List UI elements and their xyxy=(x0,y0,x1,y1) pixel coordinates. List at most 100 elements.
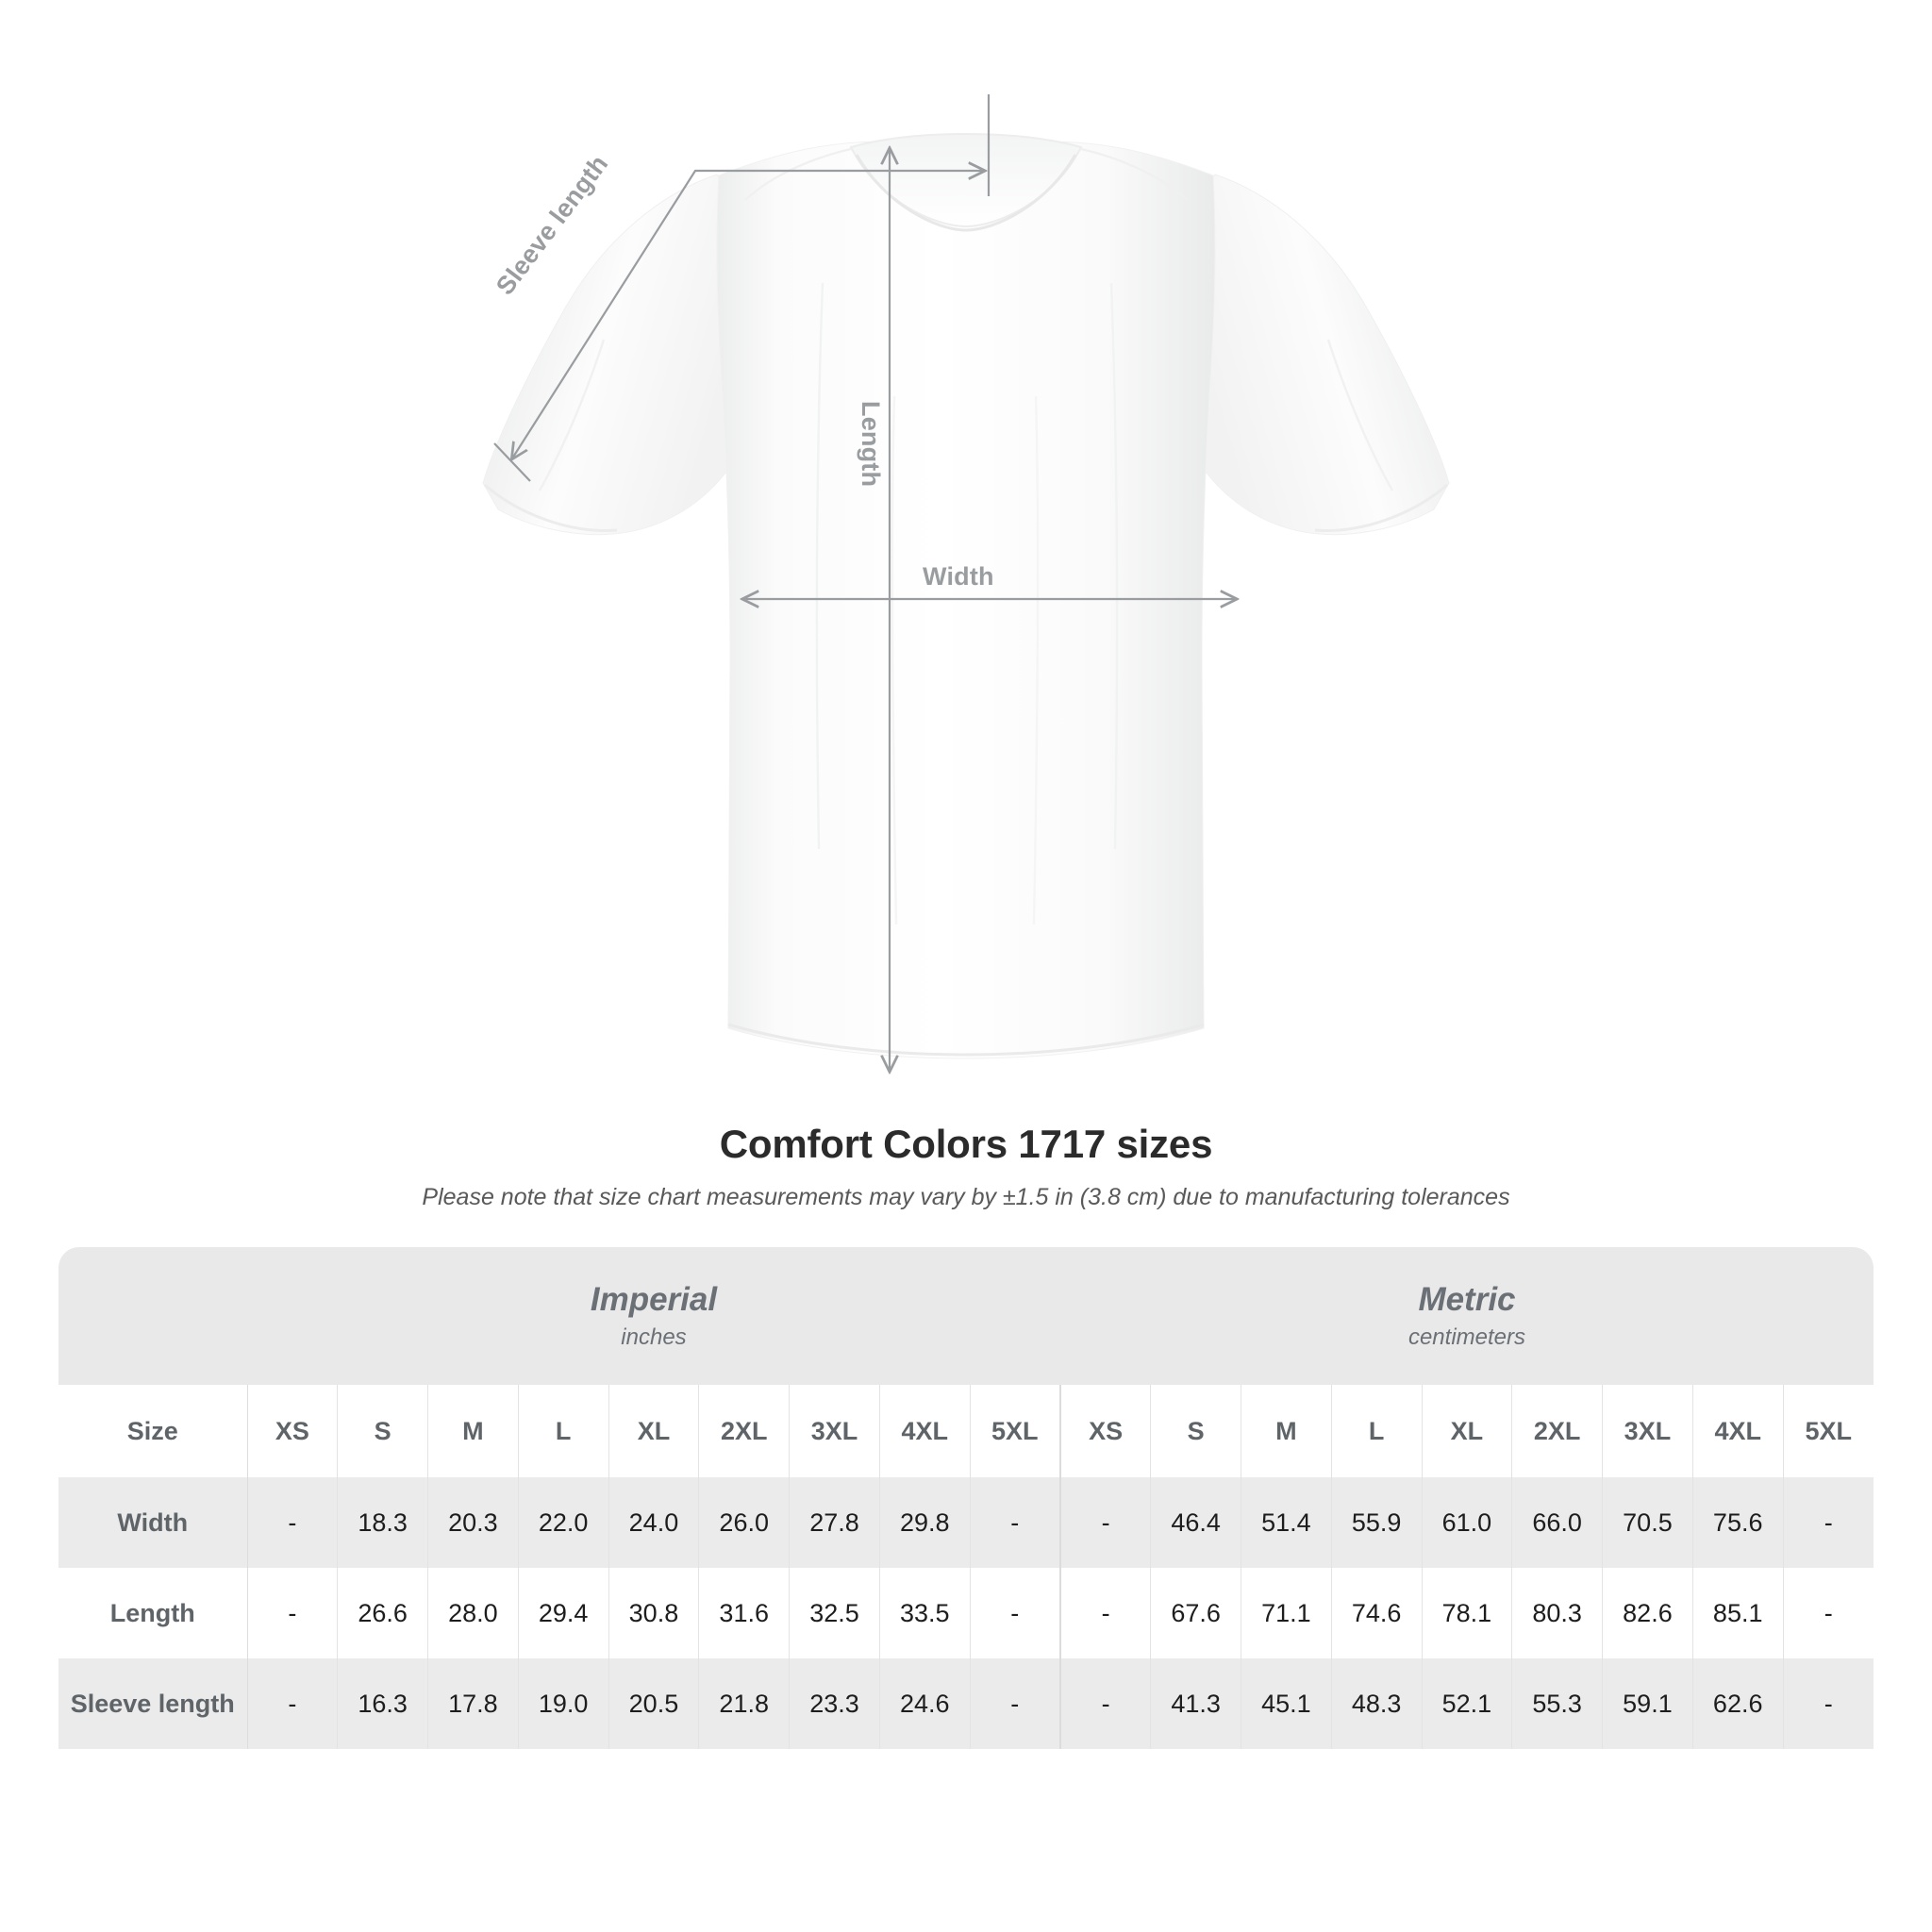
measurement-cell: 70.5 xyxy=(1602,1477,1693,1569)
size-column-header: 2XL xyxy=(698,1385,791,1478)
measurement-cell: 80.3 xyxy=(1511,1568,1604,1659)
measurement-cell: 55.9 xyxy=(1331,1477,1423,1569)
measurement-row-label: Length xyxy=(58,1568,248,1659)
size-column-header: XS xyxy=(247,1385,339,1478)
unit-banner-spacer xyxy=(58,1247,247,1386)
measurement-cell: 19.0 xyxy=(518,1658,609,1750)
size-column-header: 3XL xyxy=(1602,1385,1693,1478)
size-column-header: L xyxy=(1331,1385,1423,1478)
measurement-cell: - xyxy=(247,1658,339,1750)
measurement-cell: 52.1 xyxy=(1422,1658,1513,1750)
page-title: Comfort Colors 1717 sizes xyxy=(719,1122,1213,1166)
measurement-cell: 59.1 xyxy=(1602,1658,1693,1750)
measurement-cell: 26.6 xyxy=(337,1568,429,1659)
measurement-cell: - xyxy=(1059,1658,1152,1750)
measurement-cell: 33.5 xyxy=(879,1568,971,1659)
measurement-cell: 67.6 xyxy=(1150,1568,1241,1659)
measurement-cell: - xyxy=(1059,1477,1152,1569)
measurement-cell: 82.6 xyxy=(1602,1568,1693,1659)
size-column-header: 5XL xyxy=(970,1385,1061,1478)
unit-group-imperial: Imperial inches xyxy=(247,1247,1060,1386)
measurement-cell: - xyxy=(970,1568,1061,1659)
measurement-cell: 18.3 xyxy=(337,1477,429,1569)
measurement-cell: 28.0 xyxy=(427,1568,519,1659)
unit-group-subtitle: inches xyxy=(621,1324,687,1351)
size-column-header: 4XL xyxy=(1692,1385,1784,1478)
measurement-cell: 22.0 xyxy=(518,1477,609,1569)
measurement-cell: 75.6 xyxy=(1692,1477,1784,1569)
measurement-cell: 27.8 xyxy=(789,1477,880,1569)
measurement-cell: 71.1 xyxy=(1241,1568,1332,1659)
unit-group-subtitle: centimeters xyxy=(1407,1324,1525,1351)
sleeve-length-arrow xyxy=(512,171,984,458)
tshirt-illustration xyxy=(482,94,1450,1118)
chart-heading-block: Comfort Colors 1717 sizes Please note th… xyxy=(0,1122,1932,1211)
size-column-header: 2XL xyxy=(1511,1385,1604,1478)
unit-group-metric: Metric centimeters xyxy=(1059,1247,1874,1386)
measurement-cell: 20.5 xyxy=(608,1658,700,1750)
measurement-cell: 20.3 xyxy=(427,1477,519,1569)
length-label: Length xyxy=(857,401,885,488)
measurement-cell: 24.6 xyxy=(879,1658,971,1750)
measurement-cell: 55.3 xyxy=(1511,1658,1604,1750)
unit-group-name: Imperial xyxy=(590,1280,718,1318)
unit-group-name: Metric xyxy=(1418,1280,1516,1318)
size-header-row: Size XS S M L XL 2XL 3XL 4XL 5XL XS S M L XL 2XL 3XL 4XL 5… xyxy=(58,1385,1874,1478)
measurement-cell: 78.1 xyxy=(1422,1568,1513,1659)
page-subtitle: Please note that size chart measurements… xyxy=(422,1184,1510,1211)
measurement-cell: 31.6 xyxy=(698,1568,791,1659)
measurement-cell: 61.0 xyxy=(1422,1477,1513,1569)
tshirt-body-shape xyxy=(482,132,1450,1059)
size-column-header: XS xyxy=(1059,1385,1152,1478)
tshirt-diagram: Sleeve length Length Width xyxy=(482,94,1450,1118)
size-column-header: 5XL xyxy=(1783,1385,1874,1478)
measurement-cell: - xyxy=(970,1658,1061,1750)
measurement-row-label: Sleeve length xyxy=(58,1658,248,1750)
size-table-wrapper: Imperial inches Metric centimeters Size XS S M L… xyxy=(58,1247,1874,1750)
measurement-cell: - xyxy=(970,1477,1061,1569)
measurement-cell: - xyxy=(1783,1658,1874,1750)
measurement-cell: 48.3 xyxy=(1331,1658,1423,1750)
measurement-cell: 23.3 xyxy=(789,1658,880,1750)
unit-banner-row: Imperial inches Metric centimeters xyxy=(58,1247,1874,1386)
sleeve-end-tick xyxy=(493,442,531,482)
measurement-cell: 29.8 xyxy=(879,1477,971,1569)
size-column-header: M xyxy=(427,1385,519,1478)
measurement-cell: 41.3 xyxy=(1150,1658,1241,1750)
measurement-cell: - xyxy=(1783,1477,1874,1569)
measurement-cell: 17.8 xyxy=(427,1658,519,1750)
size-header-label: Size xyxy=(58,1385,248,1478)
measurement-cell: 32.5 xyxy=(789,1568,880,1659)
size-chart-table: Imperial inches Metric centimeters Size XS S M L… xyxy=(58,1247,1874,1750)
width-label: Width xyxy=(923,562,994,591)
measurement-cell: 30.8 xyxy=(608,1568,700,1659)
measurement-cell: - xyxy=(1783,1568,1874,1659)
measurement-cell: - xyxy=(247,1568,339,1659)
table-row: Length -26.6 28.0 29.4 30.8 31.6 32.5 33.5- -67.… xyxy=(58,1568,1874,1659)
measurement-row-label: Width xyxy=(58,1477,248,1569)
measurement-cell: 51.4 xyxy=(1241,1477,1332,1569)
measurement-cell: 46.4 xyxy=(1150,1477,1241,1569)
measurement-cell: 16.3 xyxy=(337,1658,429,1750)
table-row: Sleeve length -16.3 17.8 19.0 20.5 21.8 23.3 24… xyxy=(58,1658,1874,1750)
size-column-header: S xyxy=(1150,1385,1241,1478)
measurement-cell: 74.6 xyxy=(1331,1568,1423,1659)
size-column-header: XL xyxy=(1422,1385,1513,1478)
measurement-cell: - xyxy=(1059,1568,1152,1659)
size-column-header: L xyxy=(518,1385,609,1478)
size-column-header: S xyxy=(337,1385,429,1478)
dimension-annotations xyxy=(493,94,1236,1071)
measurement-cell: 85.1 xyxy=(1692,1568,1784,1659)
table-row: Width -18.3 20.3 22.0 24.0 26.0 27.8 29.8- -46.4… xyxy=(58,1477,1874,1569)
measurement-cell: - xyxy=(247,1477,339,1569)
measurement-cell: 26.0 xyxy=(698,1477,791,1569)
measurement-cell: 21.8 xyxy=(698,1658,791,1750)
measurement-cell: 45.1 xyxy=(1241,1658,1332,1750)
size-column-header: M xyxy=(1241,1385,1332,1478)
size-column-header: XL xyxy=(608,1385,700,1478)
measurement-cell: 24.0 xyxy=(608,1477,700,1569)
size-column-header: 3XL xyxy=(789,1385,880,1478)
measurement-cell: 66.0 xyxy=(1511,1477,1604,1569)
measurement-cell: 62.6 xyxy=(1692,1658,1784,1750)
size-column-header: 4XL xyxy=(879,1385,971,1478)
